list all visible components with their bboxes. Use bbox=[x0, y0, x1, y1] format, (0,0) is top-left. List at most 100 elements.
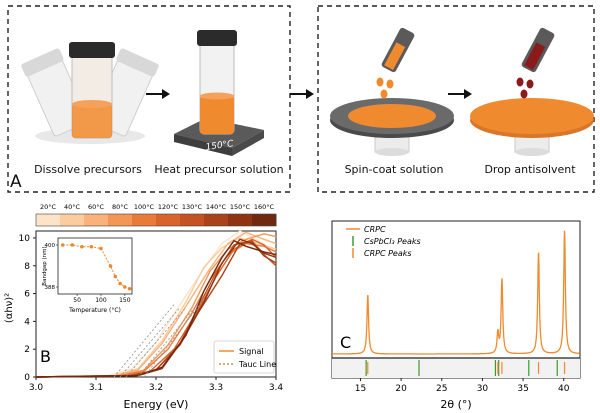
x-tick-label: 20 bbox=[395, 384, 407, 394]
colorbar-label: 120°C bbox=[158, 203, 179, 211]
legend-signal-label: Signal bbox=[239, 347, 264, 356]
tauc-line bbox=[143, 298, 205, 378]
inset-point bbox=[108, 264, 113, 268]
tauc-line bbox=[113, 304, 175, 378]
inset-point bbox=[80, 244, 84, 249]
panel-a-drawing: 150°C bbox=[7, 5, 595, 193]
arrow-right-icon bbox=[146, 89, 170, 99]
panel-c-chart: 15 20 25 30 35 40 2θ (°) CRPC CsPbCl₃ Peaks C… bbox=[331, 220, 581, 411]
inset-x-tick-label: 150 bbox=[119, 297, 131, 304]
step-dissolve-label: Dissolve precursors bbox=[34, 163, 142, 176]
signal-line bbox=[35, 239, 277, 378]
tauc-lines-group bbox=[113, 298, 205, 378]
step-heat-label: Heat precursor solution bbox=[154, 163, 284, 176]
crpc-diffraction-pattern bbox=[332, 230, 580, 355]
colorbar-label: 150°C bbox=[230, 203, 251, 211]
inset-bandgap-plot: 50 100 150 388 400 bbox=[45, 243, 132, 304]
tauc-line bbox=[125, 307, 187, 378]
y-tick-label: 2 bbox=[24, 345, 30, 355]
colorbar-label: 130°C bbox=[182, 203, 203, 211]
colorbar-segment bbox=[132, 214, 157, 226]
inset-point bbox=[99, 246, 103, 251]
x-axis-ticks: 3.0 3.1 3.2 3.3 3.4 bbox=[29, 377, 284, 393]
colorbar-label: 140°C bbox=[206, 203, 227, 211]
reference-strip bbox=[332, 358, 580, 378]
arrow-right-icon bbox=[290, 89, 314, 99]
x-tick-label: 3.3 bbox=[209, 383, 223, 393]
y-tick-label: 0 bbox=[24, 373, 30, 383]
inset-point bbox=[118, 281, 122, 286]
inset-x-label: Temperature (°C) bbox=[68, 307, 121, 314]
inset-point bbox=[70, 243, 75, 247]
colorbar-segment bbox=[228, 214, 253, 226]
reference-peaks-group bbox=[365, 360, 566, 376]
step-spincoat-label: Spin-coat solution bbox=[344, 163, 444, 176]
colorbar-segment bbox=[84, 214, 109, 226]
y-axis-label: (αhν)² bbox=[4, 293, 15, 323]
colorbar-segment bbox=[60, 214, 85, 226]
x-tick-label: 25 bbox=[436, 384, 447, 394]
inset-point bbox=[127, 286, 132, 291]
x-axis-label: 2θ (°) bbox=[440, 398, 471, 411]
y-tick-label: 10 bbox=[19, 234, 31, 244]
tauc-line bbox=[119, 307, 181, 378]
heated-vial-illustration bbox=[174, 30, 264, 156]
x-tick-label: 3.1 bbox=[89, 383, 103, 393]
x-tick-label: 3.4 bbox=[269, 383, 284, 393]
colorbar-label: 60°C bbox=[88, 203, 105, 211]
colorbar-segment bbox=[36, 214, 61, 226]
colorbar-label: 100°C bbox=[134, 203, 155, 211]
colorbar-label: 80°C bbox=[112, 203, 129, 211]
colorbar-segment bbox=[180, 214, 205, 226]
inset-point bbox=[60, 243, 65, 247]
inset-point bbox=[89, 244, 94, 249]
inset-x-tick-label: 100 bbox=[95, 297, 107, 304]
colorbar-label: 20°C bbox=[40, 203, 57, 211]
temperature-colorbar bbox=[35, 213, 277, 227]
inset-y-tick-label: 400 bbox=[45, 243, 56, 249]
x-tick-label: 30 bbox=[477, 384, 489, 394]
colorbar-segment bbox=[108, 214, 133, 226]
inset-x-tick-label: 50 bbox=[73, 297, 81, 304]
inset-y-label: Bandgap (nm) bbox=[42, 246, 48, 285]
inset-y-tick-label: 388 bbox=[45, 285, 56, 291]
colorbar-segment bbox=[252, 214, 277, 226]
legend-box bbox=[213, 340, 275, 374]
y-tick-label: 8 bbox=[24, 262, 30, 272]
spin-coat-illustration bbox=[330, 27, 454, 156]
colorbar-frame bbox=[35, 213, 277, 227]
step-antisolvent-label: Drop antisolvent bbox=[484, 163, 576, 176]
y-tick-label: 6 bbox=[24, 290, 30, 300]
signal-series-group bbox=[35, 230, 277, 378]
inset-point bbox=[113, 274, 118, 279]
x-tick-label: 35 bbox=[517, 384, 528, 394]
dissolve-vials-illustration bbox=[21, 42, 159, 144]
antisolvent-illustration bbox=[470, 27, 594, 156]
y-axis-ticks: 0 2 4 6 8 10 bbox=[19, 234, 36, 383]
colorbar-segment bbox=[156, 214, 181, 226]
panel-c-letter: C bbox=[340, 333, 351, 352]
legend-crpc-label: CRPC bbox=[364, 225, 386, 234]
colorbar-label: 40°C bbox=[64, 203, 81, 211]
panel-b-letter: B bbox=[40, 347, 51, 366]
arrow-right-icon bbox=[448, 89, 472, 99]
colorbar-label: 160°C bbox=[254, 203, 275, 211]
inset-bandgap-line bbox=[62, 244, 130, 290]
legend-crpc-peaks-label: CRPC Peaks bbox=[364, 249, 412, 258]
colorbar-labels: 20°C 40°C 60°C 80°C 100°C 120°C 130°C 140°C 150°… bbox=[40, 203, 275, 211]
x-axis-ticks: 15 20 25 30 35 40 bbox=[355, 378, 570, 394]
hotplate-temp-label: 150°C bbox=[205, 139, 235, 153]
y-tick-label: 4 bbox=[24, 317, 30, 327]
x-axis-label: Energy (eV) bbox=[124, 398, 189, 411]
x-tick-label: 3.0 bbox=[29, 383, 44, 393]
inset-point bbox=[123, 285, 127, 289]
signal-line bbox=[35, 230, 277, 378]
legend-cspbcl3-label: CsPbCl₃ Peaks bbox=[364, 237, 421, 246]
legend-tauc-label: Tauc Line bbox=[238, 360, 276, 369]
panel-a-right-frame bbox=[317, 5, 595, 193]
panel-b-chart: 20°C 40°C 60°C 80°C 100°C 120°C 130°C 140°C 150°… bbox=[4, 203, 284, 411]
inset-frame bbox=[57, 237, 133, 295]
x-tick-label: 40 bbox=[558, 384, 570, 394]
panel-a-letter: A bbox=[10, 172, 22, 192]
x-tick-label: 3.2 bbox=[149, 383, 163, 393]
